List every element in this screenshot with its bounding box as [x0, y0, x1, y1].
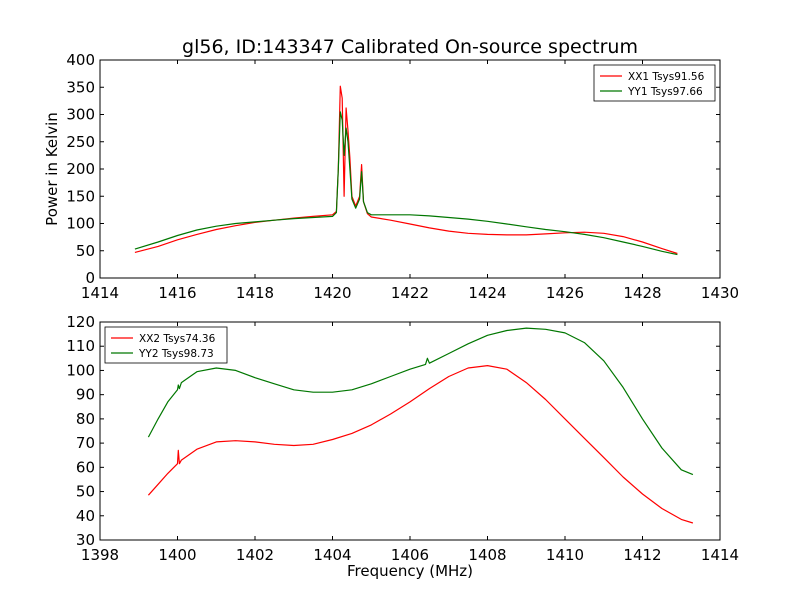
x-tick-label: 1414: [701, 546, 739, 564]
legend-box: [593, 64, 716, 102]
x-tick-label: 1398: [81, 546, 119, 564]
plot-title: gl56, ID:143347 Calibrated On-source spe…: [182, 36, 638, 58]
top-legend: XX1 Tsys91.56 YY1 Tsys97.66: [593, 64, 716, 102]
y-tick-label: 50: [76, 242, 95, 260]
y-axis-label: Power in Kelvin: [43, 112, 61, 226]
x-tick-label: 1414: [81, 284, 119, 302]
x-tick-label: 1410: [546, 546, 584, 564]
y-tick-label: 150: [66, 187, 95, 205]
y-tick-label: 110: [66, 337, 95, 355]
y-tick-label: 80: [76, 410, 95, 428]
x-axis-label: Frequency (MHz): [347, 562, 473, 580]
x-tick-label: 1420: [313, 284, 351, 302]
y-tick-label: 70: [76, 434, 95, 452]
y-tick-label: 350: [66, 78, 95, 96]
y-tick-label: 300: [66, 106, 95, 124]
top-spectrum-plot: gl56, ID:143347 Calibrated On-source spe…: [43, 36, 739, 302]
legend-label: YY2 Tsys98.73: [138, 348, 214, 360]
y-tick-label: 40: [76, 507, 95, 525]
series-line-xx: [147, 365, 694, 524]
legend-box: [104, 326, 228, 364]
y-tick-label: 250: [66, 133, 95, 151]
x-tick-label: 1416: [158, 284, 196, 302]
x-tick-label: 1418: [236, 284, 274, 302]
bottom-series-lines: [147, 327, 694, 524]
x-tick-label: 1430: [701, 284, 739, 302]
x-tick-label: 1408: [468, 546, 506, 564]
bottom-legend: XX2 Tsys74.36 YY2 Tsys98.73: [104, 326, 228, 364]
x-tick-label: 1412: [623, 546, 661, 564]
y-tick-label: 100: [66, 215, 95, 233]
x-tick-label: 1424: [468, 284, 506, 302]
y-tick-label: 30: [76, 531, 95, 549]
x-tick-label: 1422: [391, 284, 429, 302]
y-tick-label: 60: [76, 458, 95, 476]
series-line-yy: [134, 111, 678, 256]
y-tick-label: 90: [76, 386, 95, 404]
x-tick-label: 1400: [158, 546, 196, 564]
legend-label: XX2 Tsys74.36: [139, 333, 216, 345]
legend-label: XX1 Tsys91.56: [628, 71, 705, 83]
top-series-lines: [134, 85, 678, 256]
y-tick-label: 0: [85, 269, 95, 287]
y-tick-label: 120: [66, 313, 95, 331]
y-tick-label: 50: [76, 483, 95, 501]
y-tick-label: 100: [66, 361, 95, 379]
top-axis-ticks: 1414 1416 1418 1420 1422 1424 1426 1428 1430 0 50 1…: [66, 51, 739, 302]
bottom-plot-frame: [99, 321, 721, 541]
x-tick-label: 1404: [313, 546, 351, 564]
series-line-yy: [147, 327, 694, 476]
x-tick-label: 1428: [623, 284, 661, 302]
top-plot-frame: [99, 59, 721, 279]
x-tick-label: 1406: [391, 546, 429, 564]
y-tick-label: 200: [66, 160, 95, 178]
x-tick-label: 1426: [546, 284, 584, 302]
y-tick-label: 400: [66, 51, 95, 69]
bottom-spectrum-plot: Frequency (MHz) 1398 1400 1402 1404 1406 1408…: [66, 313, 739, 580]
legend-label: YY1 Tsys97.66: [627, 86, 703, 98]
x-tick-label: 1402: [236, 546, 274, 564]
bottom-axis-ticks: 1398 1400 1402 1404 1406 1408 1410 1412 1414 30 40…: [66, 313, 739, 564]
